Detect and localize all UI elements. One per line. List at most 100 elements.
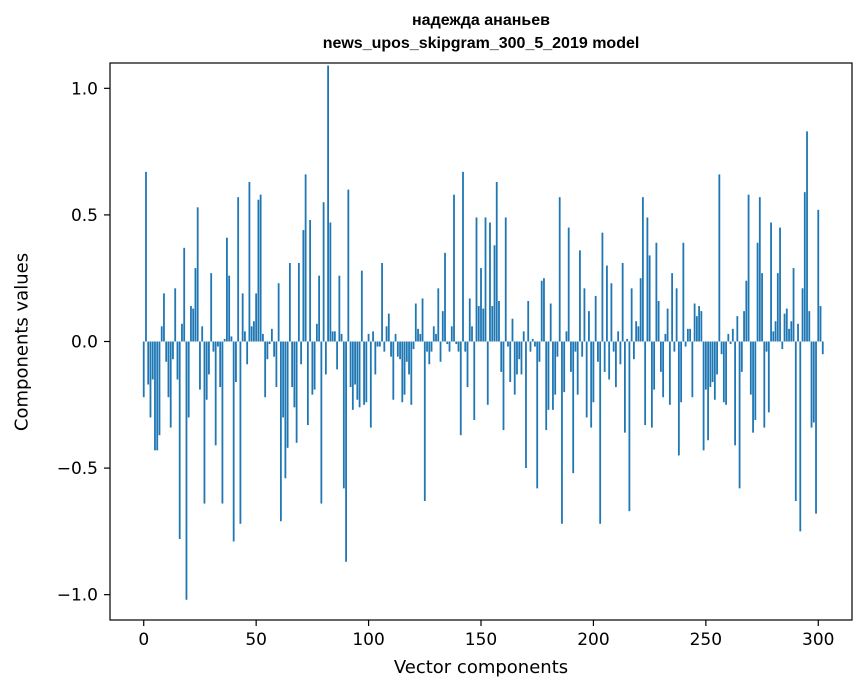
bar bbox=[174, 288, 177, 342]
bar bbox=[288, 263, 291, 342]
bar bbox=[248, 182, 251, 342]
bar bbox=[257, 199, 260, 342]
bar bbox=[300, 341, 303, 365]
bar bbox=[583, 288, 586, 342]
bar bbox=[342, 341, 345, 489]
bar bbox=[677, 341, 680, 456]
bar bbox=[518, 341, 521, 360]
bar bbox=[345, 341, 347, 562]
bar bbox=[779, 227, 781, 342]
bar bbox=[444, 252, 446, 342]
bar bbox=[527, 300, 530, 342]
bar bbox=[644, 341, 647, 426]
bar bbox=[282, 341, 285, 418]
bar bbox=[291, 341, 294, 388]
bar bbox=[205, 341, 208, 400]
bar bbox=[495, 182, 498, 342]
bar bbox=[745, 280, 748, 342]
bar bbox=[579, 250, 581, 342]
bar bbox=[241, 293, 244, 342]
bar bbox=[606, 265, 608, 342]
bar bbox=[268, 341, 271, 345]
bar bbox=[351, 341, 354, 410]
bar bbox=[788, 328, 790, 342]
bar bbox=[540, 280, 543, 342]
bar bbox=[194, 268, 197, 342]
bar bbox=[387, 313, 390, 342]
bar bbox=[322, 202, 325, 342]
bar bbox=[318, 275, 321, 342]
bar bbox=[736, 316, 739, 342]
bar bbox=[637, 326, 640, 342]
bar bbox=[686, 328, 689, 342]
bar bbox=[799, 341, 802, 532]
bar bbox=[513, 341, 516, 395]
bar bbox=[702, 341, 705, 451]
bar bbox=[534, 341, 536, 347]
bar bbox=[142, 341, 145, 398]
bar bbox=[358, 341, 361, 408]
bar bbox=[396, 341, 399, 357]
bar bbox=[572, 341, 575, 474]
bar bbox=[266, 341, 269, 360]
bar bbox=[226, 237, 228, 342]
bar bbox=[574, 341, 577, 352]
bar bbox=[599, 341, 602, 524]
bar bbox=[435, 333, 437, 342]
bar bbox=[439, 341, 442, 362]
bar bbox=[147, 341, 150, 385]
x-tick-label: 250 bbox=[690, 630, 722, 650]
bar bbox=[320, 341, 323, 504]
bar bbox=[624, 341, 626, 433]
bar bbox=[821, 341, 824, 355]
bar bbox=[430, 341, 433, 352]
bar bbox=[253, 321, 255, 342]
bar bbox=[704, 341, 707, 390]
bar bbox=[547, 341, 550, 410]
x-tick-label: 300 bbox=[802, 630, 834, 650]
bar bbox=[592, 341, 595, 403]
bar bbox=[210, 273, 213, 342]
bar bbox=[612, 341, 615, 352]
bar bbox=[803, 192, 806, 342]
bar bbox=[576, 341, 579, 395]
bar bbox=[650, 341, 653, 428]
bar bbox=[810, 341, 813, 428]
bar bbox=[273, 341, 276, 357]
bar bbox=[403, 341, 406, 395]
bar bbox=[585, 341, 588, 418]
y-tick-label: −1.0 bbox=[57, 586, 98, 606]
bar bbox=[480, 268, 482, 342]
bar bbox=[767, 341, 770, 413]
bar bbox=[167, 341, 170, 398]
bar bbox=[176, 341, 179, 380]
x-tick-label: 0 bbox=[138, 630, 149, 650]
bar bbox=[297, 263, 300, 342]
chart-title-line-1: надежда ананьев bbox=[412, 12, 550, 29]
bar bbox=[529, 341, 532, 352]
bar bbox=[329, 222, 332, 342]
bar bbox=[484, 217, 487, 342]
bar bbox=[336, 341, 338, 370]
bar bbox=[192, 308, 195, 342]
bar bbox=[491, 306, 494, 342]
bar bbox=[201, 326, 204, 342]
bar bbox=[340, 333, 343, 342]
bar bbox=[208, 341, 210, 375]
bar bbox=[165, 341, 168, 362]
bar bbox=[590, 341, 593, 428]
bar bbox=[333, 331, 336, 342]
bar bbox=[738, 341, 741, 489]
bar bbox=[412, 341, 415, 350]
bar bbox=[797, 323, 799, 342]
bar bbox=[720, 341, 723, 355]
bar bbox=[239, 341, 242, 524]
bar bbox=[223, 338, 226, 342]
bar bbox=[713, 341, 716, 400]
bar bbox=[172, 341, 174, 360]
bar bbox=[758, 197, 761, 342]
x-tick-label: 50 bbox=[245, 630, 267, 650]
bar bbox=[693, 303, 696, 342]
bar bbox=[628, 341, 631, 512]
bar bbox=[419, 333, 422, 342]
